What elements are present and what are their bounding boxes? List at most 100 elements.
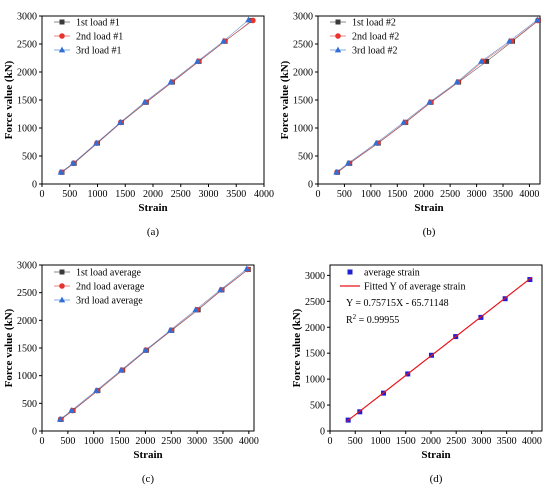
y-tick-label: 2000 <box>17 68 37 79</box>
data-point <box>167 78 174 85</box>
data-point <box>117 119 124 125</box>
legend-marker <box>59 269 65 275</box>
legend-marker <box>59 19 65 25</box>
data-point <box>400 119 407 125</box>
panel-c: 0 500 1000 1500 2000 2500 3000 3500 4000 0 500 1000… <box>3 261 259 486</box>
data-point <box>217 286 224 293</box>
legend-marker <box>347 269 353 275</box>
x-tick-label: 2000 <box>135 436 155 447</box>
data-point <box>93 139 100 146</box>
data-point <box>484 58 490 64</box>
data-point <box>117 366 125 373</box>
y-tick-label: 2500 <box>17 40 37 51</box>
y-tick-label: 1000 <box>17 124 37 135</box>
data-point <box>68 407 75 413</box>
x-tick-label: 0 <box>316 189 321 200</box>
y-tick-label: 0 <box>308 180 313 191</box>
data-point <box>534 16 541 23</box>
data-point <box>250 17 256 24</box>
x-tick-label: 2500 <box>161 436 181 447</box>
x-tick-label: 3000 <box>199 189 219 200</box>
x-tick-label: 2500 <box>171 189 191 200</box>
x-tick-label: 500 <box>62 189 77 200</box>
y-tick-label: 1500 <box>305 349 325 360</box>
r-squared-superscript: 2 <box>353 313 357 321</box>
series-1: 2nd load #1 <box>54 17 256 176</box>
y-tick-label: 500 <box>22 399 37 410</box>
legend-marker <box>59 283 65 289</box>
x-tick-label: 500 <box>348 436 363 447</box>
x-tick-label: 3000 <box>187 436 207 447</box>
x-tick-label: 3000 <box>467 189 487 200</box>
data-point <box>344 159 352 166</box>
data-point <box>192 306 199 313</box>
x-axis-label: Strain <box>133 449 162 461</box>
data-point <box>93 387 100 394</box>
x-tick-label: 4000 <box>522 436 542 447</box>
y-tick-label: 1000 <box>293 124 313 135</box>
x-tick-label: 2000 <box>414 189 434 200</box>
y-tick-label: 500 <box>298 152 313 163</box>
y-tick-label: 2000 <box>17 316 37 327</box>
legend-marker <box>58 296 66 303</box>
x-tick-label: 4000 <box>519 189 539 200</box>
panel-d: 0 500 1000 1500 2000 2500 3000 3500 4000 0 500 1000… <box>291 264 543 485</box>
x-tick-label: 1000 <box>88 189 108 200</box>
legend-marker <box>59 33 65 39</box>
x-tick-label: 500 <box>60 436 75 447</box>
panel-caption: (d) <box>430 473 443 485</box>
legend-label: 3rd load average <box>76 296 143 307</box>
legend-label: 1st load average <box>76 268 142 279</box>
y-tick-label: 1500 <box>17 344 37 355</box>
series-2: 3rd load average <box>54 265 250 422</box>
legend-label: 2nd load average <box>76 282 145 293</box>
legend-label: 1st load #2 <box>352 18 396 29</box>
legend-label: average strain <box>364 268 420 279</box>
x-tick-label: 3500 <box>493 189 513 200</box>
y-tick-label: 3000 <box>305 271 325 282</box>
x-tick-label: 2500 <box>446 436 466 447</box>
legend-label: 2nd load #1 <box>76 32 123 43</box>
y-axis-label: Force value (kN) <box>3 308 15 387</box>
fit-line <box>346 276 533 422</box>
x-axis-label: Strain <box>414 202 443 214</box>
x-axis-label: Strain <box>138 202 167 214</box>
x-tick-label: 1500 <box>387 189 407 200</box>
data-point <box>220 37 227 44</box>
y-tick-label: 1000 <box>305 375 325 386</box>
data-point <box>506 37 513 44</box>
data-point <box>243 265 250 272</box>
legend-label: 1st load #1 <box>76 18 120 29</box>
data-point <box>194 57 201 64</box>
y-tick-label: 2500 <box>293 40 313 51</box>
x-tick-label: 500 <box>337 189 352 200</box>
series-2: 3rd load #1 <box>54 16 252 175</box>
legend-label: Fitted Y of average strain <box>364 282 465 293</box>
legend-marker <box>335 33 341 39</box>
x-axis-label: Strain <box>421 449 450 461</box>
x-tick-label: 1000 <box>370 436 390 447</box>
x-tick-label: 3500 <box>497 436 517 447</box>
data-point <box>333 168 340 175</box>
data-point <box>453 78 461 85</box>
x-tick-label: 1500 <box>115 189 135 200</box>
series-2: 3rd load #2 <box>330 16 541 175</box>
x-tick-label: 0 <box>328 436 333 447</box>
y-tick-label: 500 <box>22 152 37 163</box>
legend-marker <box>335 19 341 25</box>
data-point <box>57 168 65 175</box>
y-axis-label: Force value (kN) <box>291 308 303 387</box>
x-tick-label: 3500 <box>226 189 246 200</box>
x-tick-label: 2000 <box>143 189 163 200</box>
y-tick-label: 3000 <box>17 12 37 23</box>
y-tick-label: 2500 <box>17 288 37 299</box>
y-tick-label: 0 <box>32 180 37 191</box>
y-tick-label: 2500 <box>305 297 325 308</box>
panel-caption: (a) <box>147 226 160 238</box>
r-squared-symbol: R <box>346 315 353 326</box>
r-squared-value: = 0.99955 <box>356 315 399 326</box>
y-tick-label: 3000 <box>293 12 313 23</box>
panel-b: 0 500 1000 1500 2000 2500 3000 3500 4000 0 500 1000… <box>279 12 541 238</box>
y-tick-label: 1500 <box>293 96 313 107</box>
